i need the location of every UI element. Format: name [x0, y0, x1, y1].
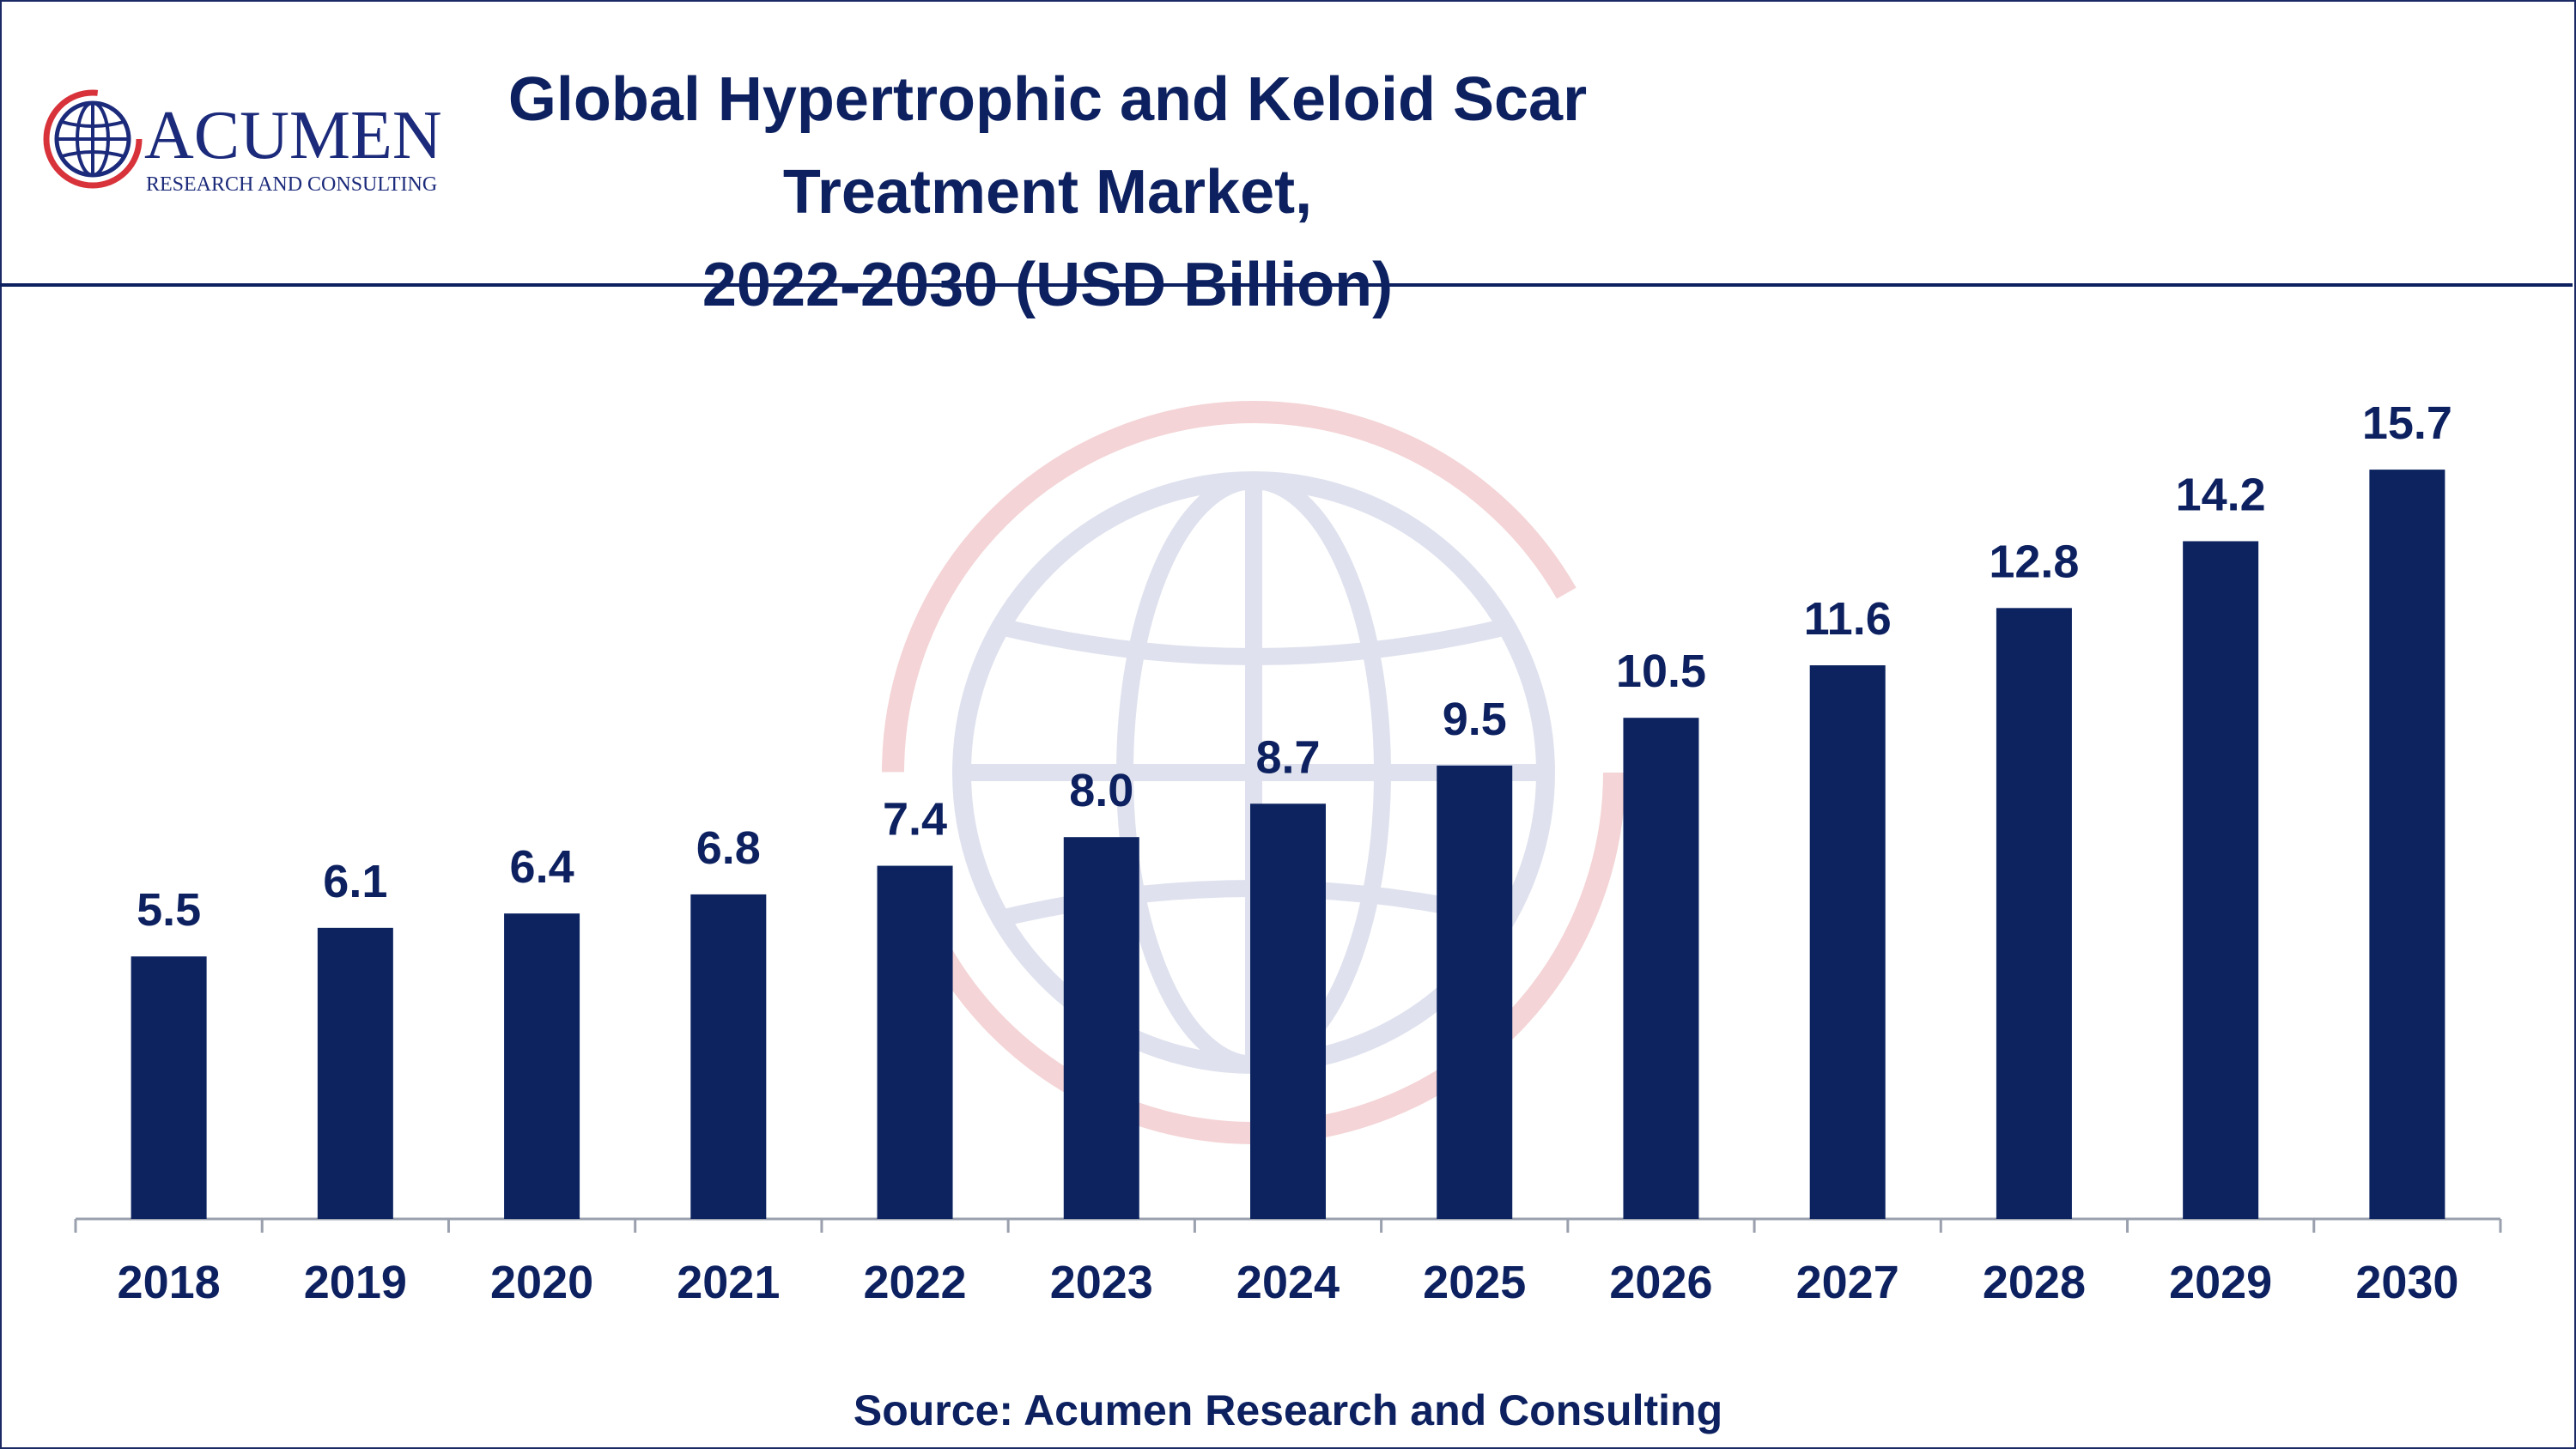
bar-2026 — [1623, 718, 1699, 1219]
bar-value-label: 6.8 — [696, 822, 761, 874]
source-note: Source: Acumen Research and Consulting — [853, 1386, 1723, 1434]
bar-value-label: 8.7 — [1255, 731, 1320, 783]
bar-2019 — [317, 927, 393, 1219]
logo-tagline: RESEARCH AND CONSULTING — [146, 173, 437, 196]
x-tick-label: 2019 — [304, 1257, 407, 1308]
x-tick-label: 2026 — [1609, 1257, 1712, 1308]
bar-2021 — [690, 894, 767, 1219]
bar-2020 — [504, 913, 580, 1219]
bar-2023 — [1063, 837, 1139, 1219]
x-tick-label: 2029 — [2169, 1257, 2272, 1308]
logo-wordmark: ACUMEN — [144, 98, 442, 173]
x-tick-label: 2030 — [2355, 1257, 2458, 1308]
bar-value-label: 11.6 — [1804, 593, 1892, 645]
bar-2025 — [1437, 765, 1513, 1219]
bar-value-label: 12.8 — [1989, 536, 2079, 587]
x-tick-label: 2024 — [1236, 1257, 1340, 1308]
x-axis — [74, 1217, 2502, 1233]
x-tick-label: 2021 — [677, 1257, 780, 1308]
bar-value-label: 15.7 — [2362, 397, 2452, 449]
bar-value-label: 9.5 — [1443, 694, 1507, 745]
bar-2030 — [2369, 470, 2445, 1219]
bar-2029 — [2183, 541, 2259, 1219]
bar-value-label: 8.0 — [1069, 765, 1133, 816]
x-tick-label: 2022 — [863, 1257, 966, 1308]
bar-2028 — [1996, 608, 2072, 1219]
x-tick-label: 2025 — [1423, 1257, 1526, 1308]
bars — [131, 470, 2445, 1219]
x-tick-label: 2020 — [490, 1257, 593, 1308]
bar-value-label: 5.5 — [137, 884, 201, 936]
x-tick-label: 2027 — [1796, 1257, 1899, 1308]
chart-title: Global Hypertrophic and Keloid Scar Trea… — [429, 53, 1666, 331]
acumen-logo: ACUMEN RESEARCH AND CONSULTING — [43, 79, 455, 208]
value-labels: 5.5 6.1 6.4 6.8 7.4 8.0 8.7 9.5 10.5 11.6 12.8 14.2… — [137, 397, 2452, 936]
bar-value-label: 6.4 — [510, 841, 574, 893]
x-tick-labels: 2018 2019 2020 2021 2022 2023 2024 2025 2026 2027… — [118, 1257, 2459, 1308]
x-tick-label: 2018 — [118, 1257, 221, 1308]
bar-value-label: 14.2 — [2176, 469, 2266, 520]
bar-2024 — [1250, 803, 1326, 1219]
globe-logo-icon: ACUMEN RESEARCH AND CONSULTING — [43, 89, 442, 196]
bar-2027 — [1809, 665, 1886, 1219]
chart-title-line1: Global Hypertrophic and Keloid Scar Trea… — [507, 65, 1588, 227]
bar-value-label: 10.5 — [1616, 646, 1706, 697]
bar-value-label: 6.1 — [323, 856, 387, 907]
bar-value-label: 7.4 — [883, 794, 947, 846]
header-divider — [0, 283, 2573, 287]
bar-2022 — [877, 865, 953, 1219]
bar-2018 — [131, 956, 207, 1219]
x-tick-label: 2028 — [1983, 1257, 2086, 1308]
x-tick-label: 2023 — [1050, 1257, 1153, 1308]
